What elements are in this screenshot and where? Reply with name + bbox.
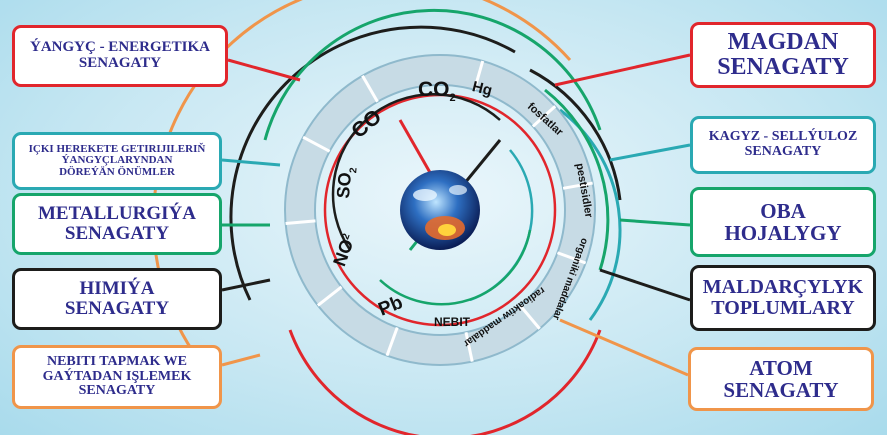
connector-lines bbox=[221, 53, 691, 377]
segment-oil: NEBIT bbox=[434, 315, 471, 329]
box-oil-refining: NEBITI TAPMAK WE GAÝTADAN IŞLEMEK SENAGA… bbox=[12, 345, 222, 409]
inner-rings bbox=[323, 93, 557, 327]
segment-hg: Hg bbox=[470, 78, 494, 99]
black-arc-2 bbox=[529, 68, 622, 201]
box-fuel-energy: ÝANGYÇ - ENERGETIKA SENAGATY bbox=[12, 25, 228, 87]
box-mining: MAGDAN SENAGATY bbox=[690, 22, 876, 88]
box-nuclear: ATOM SENAGATY bbox=[688, 347, 874, 411]
segment-so2: SO2 bbox=[333, 166, 360, 200]
segment-no2: NO2 bbox=[329, 231, 359, 269]
box-agriculture: OBA HOJALYGY bbox=[690, 187, 876, 257]
box-chemistry: HIMIÝA SENAGATY bbox=[12, 268, 222, 330]
segment-ring bbox=[284, 54, 596, 366]
earth-globe-icon bbox=[400, 170, 480, 250]
green-arc-2 bbox=[544, 88, 610, 271]
segment-co2: CO2 bbox=[418, 78, 456, 104]
box-paper: KAGYZ - SELLÝULOZ SENAGATY bbox=[690, 116, 876, 174]
box-livestock: MALDARÇYLYK TOPLUMLARY bbox=[690, 265, 876, 331]
red-arc bbox=[288, 329, 602, 435]
box-transport: IÇKI HEREKETE GETIRIJILERIŇ ÝANGYÇLARYND… bbox=[12, 132, 222, 190]
segment-pb: Pb bbox=[376, 292, 406, 321]
box-metallurgy: METALLURGIÝA SENAGATY bbox=[12, 193, 222, 255]
